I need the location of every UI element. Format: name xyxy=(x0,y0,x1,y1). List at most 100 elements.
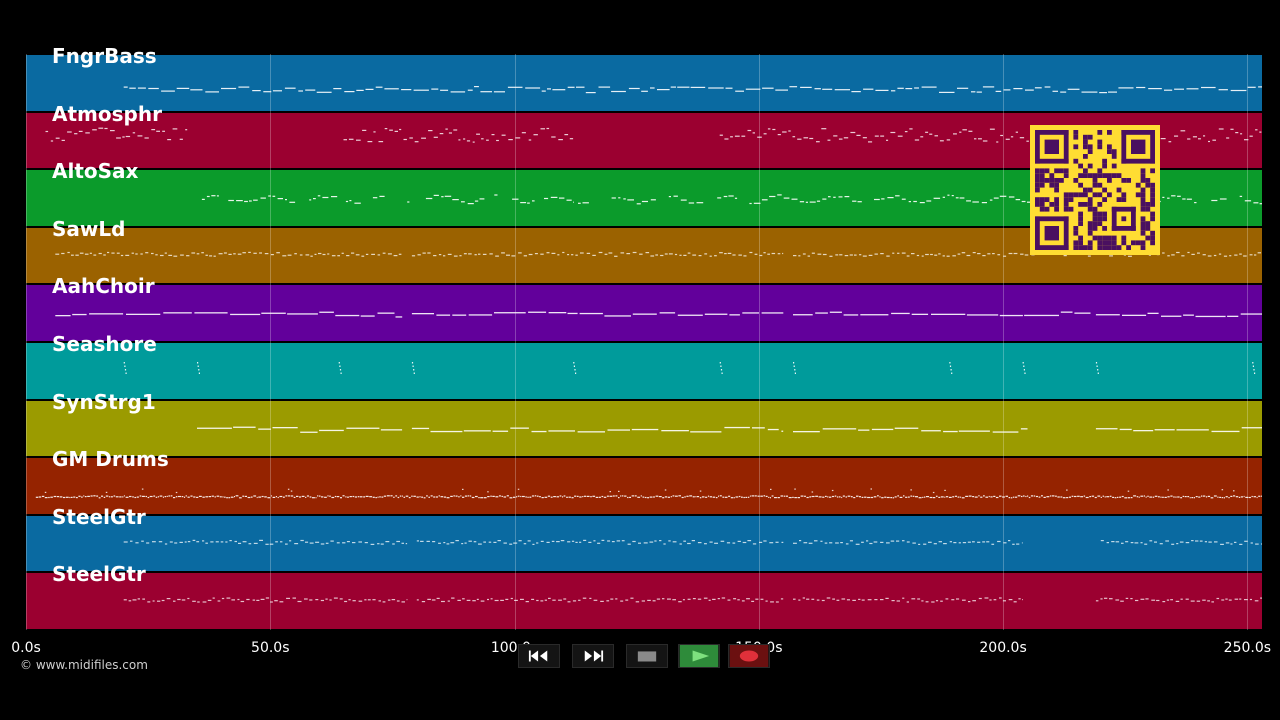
note xyxy=(375,497,377,499)
note xyxy=(1160,138,1166,140)
qr-module xyxy=(1035,202,1040,207)
note xyxy=(244,495,247,497)
note xyxy=(654,540,657,542)
note xyxy=(999,195,1007,197)
note xyxy=(536,542,539,544)
note xyxy=(811,491,814,493)
note xyxy=(135,542,139,544)
note xyxy=(1196,600,1201,602)
play-button[interactable] xyxy=(678,644,720,668)
note xyxy=(886,542,890,544)
note xyxy=(811,598,815,600)
note xyxy=(775,89,788,91)
note xyxy=(1182,495,1184,497)
note xyxy=(76,497,78,499)
qr-module xyxy=(1087,173,1093,178)
note xyxy=(197,427,232,429)
note xyxy=(541,497,544,499)
qr-module xyxy=(1102,240,1107,246)
note xyxy=(84,253,89,255)
note xyxy=(886,139,889,141)
note xyxy=(942,196,945,198)
note xyxy=(272,496,276,498)
note xyxy=(343,139,347,141)
stop-button[interactable] xyxy=(626,644,668,668)
note xyxy=(556,541,560,543)
note xyxy=(732,254,736,256)
note xyxy=(1095,428,1118,430)
note xyxy=(572,600,577,602)
qr-module xyxy=(1078,240,1083,246)
note xyxy=(187,597,190,600)
note xyxy=(1240,133,1243,135)
rewind-button[interactable] xyxy=(518,644,560,668)
note xyxy=(1180,497,1183,499)
qr-module xyxy=(1092,178,1098,183)
note xyxy=(690,431,722,433)
note xyxy=(129,495,132,498)
note xyxy=(279,495,283,498)
note xyxy=(238,86,250,88)
note xyxy=(1005,138,1010,140)
qr-module xyxy=(1126,178,1131,183)
note xyxy=(1143,495,1145,497)
note xyxy=(761,199,768,201)
note xyxy=(417,254,421,256)
note xyxy=(601,539,605,541)
note xyxy=(1013,88,1023,90)
note xyxy=(492,430,509,432)
note xyxy=(851,496,853,498)
note xyxy=(799,540,802,542)
note xyxy=(403,138,407,141)
note xyxy=(459,255,462,257)
note xyxy=(956,598,960,600)
note xyxy=(609,491,611,493)
note xyxy=(615,598,618,600)
note xyxy=(1245,496,1249,498)
note xyxy=(322,196,329,199)
qr-module xyxy=(1083,134,1088,140)
note xyxy=(1135,599,1139,602)
note xyxy=(253,495,257,497)
note xyxy=(50,496,53,498)
note xyxy=(372,599,376,601)
note xyxy=(689,495,693,497)
note xyxy=(260,598,265,600)
note xyxy=(871,428,894,431)
note xyxy=(748,496,750,498)
qr-module xyxy=(1145,202,1151,207)
note xyxy=(640,495,642,497)
note xyxy=(1228,599,1232,601)
note xyxy=(501,134,506,136)
note xyxy=(667,598,671,600)
note xyxy=(1038,496,1041,498)
note xyxy=(483,541,486,543)
note xyxy=(284,87,296,89)
note xyxy=(318,252,322,255)
note xyxy=(235,495,239,497)
fast-forward-button[interactable] xyxy=(572,644,614,668)
note xyxy=(806,496,809,499)
note xyxy=(536,599,539,602)
note xyxy=(236,200,243,202)
note xyxy=(742,541,747,544)
note xyxy=(827,496,829,498)
note xyxy=(755,598,759,600)
record-button[interactable] xyxy=(728,644,770,668)
note xyxy=(1176,543,1179,545)
note xyxy=(213,255,216,257)
note xyxy=(135,253,138,255)
note xyxy=(1144,543,1148,545)
qr-module xyxy=(1063,206,1069,212)
note xyxy=(747,129,752,132)
note xyxy=(980,496,983,498)
qr-module xyxy=(1063,192,1069,198)
note xyxy=(831,495,835,498)
note xyxy=(1120,600,1124,602)
qr-module xyxy=(1150,192,1155,198)
qr-module xyxy=(1092,192,1098,198)
qr-module xyxy=(1140,202,1146,207)
qr-module xyxy=(1111,206,1117,231)
qr-module xyxy=(1083,168,1088,174)
